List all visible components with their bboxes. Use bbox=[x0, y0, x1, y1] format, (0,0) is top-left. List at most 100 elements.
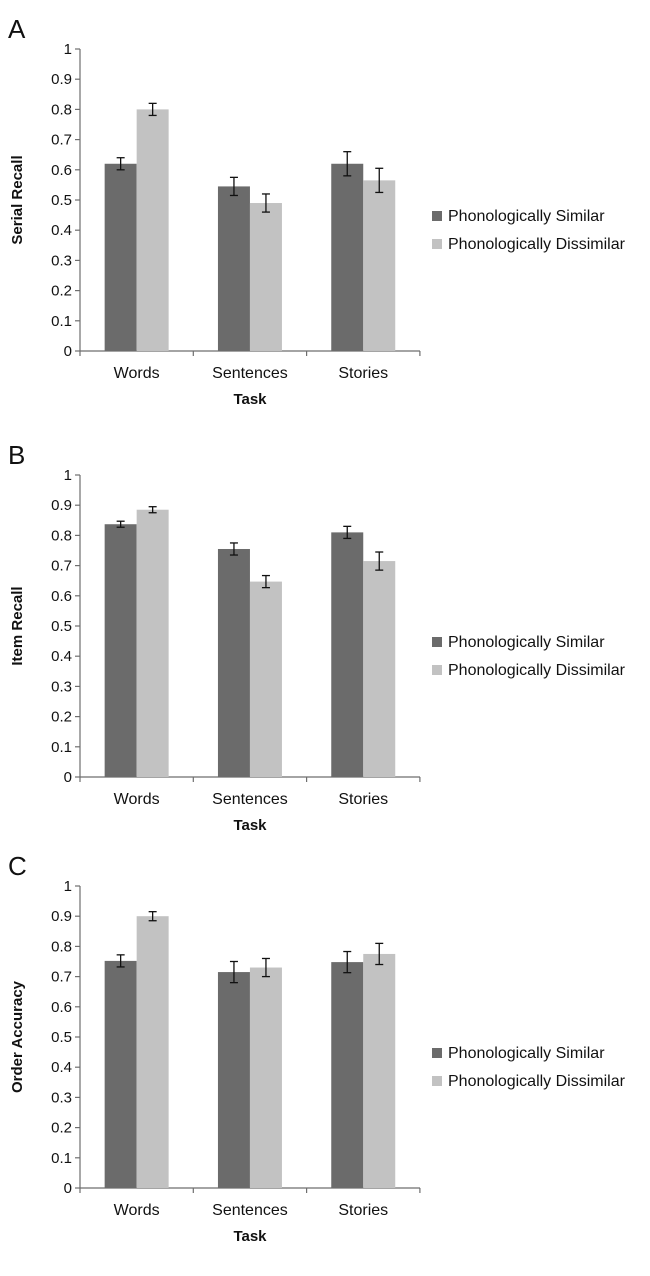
legend-label-dissimilar: Phonologically Dissimilar bbox=[448, 236, 626, 253]
bar-dissimilar bbox=[136, 916, 169, 1188]
panel-b: B 0 0.1 0.2 0.3 0.4 0.5 0.6 0.7 0.8 0.9 1 Words Sent… bbox=[0, 440, 650, 865]
panel-letter-a: A bbox=[8, 14, 26, 44]
legend-label-similar: Phonologically Similar bbox=[448, 1045, 605, 1062]
legend-swatch-dissimilar bbox=[432, 239, 442, 249]
y-tick-label: 0.4 bbox=[51, 222, 72, 239]
error-bar bbox=[375, 942, 384, 966]
category-label: Sentences bbox=[212, 1202, 288, 1219]
error-bar bbox=[261, 957, 270, 978]
legend-swatch-similar bbox=[432, 1048, 442, 1058]
bar-dissimilar bbox=[249, 967, 282, 1188]
error-bar bbox=[375, 167, 384, 194]
y-tick-label: 0.2 bbox=[51, 283, 72, 300]
y-tick-label: 0.8 bbox=[51, 101, 72, 118]
x-axis-title: Task bbox=[233, 817, 267, 834]
category-label: Words bbox=[114, 365, 160, 382]
y-tick-label: 0.4 bbox=[51, 648, 72, 665]
legend-label-similar: Phonologically Similar bbox=[448, 634, 605, 651]
legend-swatch-similar bbox=[432, 637, 442, 647]
y-tick-label: 0.1 bbox=[51, 313, 72, 330]
error-bar bbox=[148, 102, 157, 117]
y-tick-label: 0.9 bbox=[51, 497, 72, 514]
bar-similar bbox=[217, 186, 250, 351]
y-tick-label: 0.6 bbox=[51, 588, 72, 605]
legend-label-dissimilar: Phonologically Dissimilar bbox=[448, 1073, 626, 1090]
category-label: Words bbox=[114, 1202, 160, 1219]
y-axis-title: Item Recall bbox=[9, 586, 26, 665]
error-bar bbox=[116, 157, 125, 171]
y-tick-label: 1 bbox=[64, 41, 72, 58]
error-bar bbox=[116, 520, 125, 528]
panel-a: A 0 0.1 0.2 0.3 0.4 0.5 0.6 0.7 0.8 0.9 1 Words Sent… bbox=[0, 14, 650, 439]
y-tick-label: 0.7 bbox=[51, 558, 72, 575]
error-bar bbox=[375, 551, 384, 571]
category-label: Stories bbox=[338, 1202, 388, 1219]
panel-letter-c: C bbox=[8, 851, 27, 881]
error-bar bbox=[343, 151, 352, 177]
x-axis-title: Task bbox=[233, 1228, 267, 1245]
bar-similar bbox=[331, 532, 364, 777]
legend-swatch-similar bbox=[432, 211, 442, 221]
y-tick-label: 0.3 bbox=[51, 1089, 72, 1106]
category-label: Sentences bbox=[212, 791, 288, 808]
error-bar bbox=[229, 542, 238, 556]
legend-label-dissimilar: Phonologically Dissimilar bbox=[448, 662, 626, 679]
y-tick-label: 0 bbox=[64, 769, 72, 786]
y-tick-label: 0.2 bbox=[51, 709, 72, 726]
bar-similar bbox=[104, 960, 137, 1188]
y-tick-label: 1 bbox=[64, 878, 72, 895]
y-axis-title: Order Accuracy bbox=[9, 980, 26, 1093]
error-bar bbox=[148, 911, 157, 922]
y-tick-label: 0.9 bbox=[51, 71, 72, 88]
error-bar bbox=[229, 960, 238, 984]
bar-similar bbox=[331, 163, 364, 351]
category-label: Sentences bbox=[212, 365, 288, 382]
bar-similar bbox=[217, 548, 250, 777]
error-bar bbox=[116, 954, 125, 968]
bar-dissimilar bbox=[249, 203, 282, 351]
bar-similar bbox=[104, 524, 137, 777]
y-tick-label: 0.1 bbox=[51, 739, 72, 756]
y-tick-label: 0.5 bbox=[51, 1029, 72, 1046]
error-bar bbox=[261, 574, 270, 589]
y-tick-label: 0.3 bbox=[51, 252, 72, 269]
chart-b: 0 0.1 0.2 0.3 0.4 0.5 0.6 0.7 0.8 0.9 1 Words Senten… bbox=[9, 467, 626, 834]
y-tick-label: 0 bbox=[64, 343, 72, 360]
y-tick-label: 0.9 bbox=[51, 908, 72, 925]
bar-dissimilar bbox=[249, 581, 282, 777]
bar-dissimilar bbox=[136, 509, 169, 777]
legend-label-similar: Phonologically Similar bbox=[448, 208, 605, 225]
y-tick-label: 0.4 bbox=[51, 1059, 72, 1076]
y-tick-label: 0.2 bbox=[51, 1120, 72, 1137]
category-label: Words bbox=[114, 791, 160, 808]
y-tick-label: 0.1 bbox=[51, 1150, 72, 1167]
bar-dissimilar bbox=[363, 953, 396, 1188]
bar-similar bbox=[104, 163, 137, 351]
y-tick-label: 0.7 bbox=[51, 132, 72, 149]
y-tick-label: 0.6 bbox=[51, 999, 72, 1016]
category-label: Stories bbox=[338, 791, 388, 808]
y-tick-label: 0.8 bbox=[51, 938, 72, 955]
panel-c: C 0 0.1 0.2 0.3 0.4 0.5 0.6 0.7 0.8 0.9 1 Words Sent… bbox=[0, 851, 650, 1276]
bar-similar bbox=[217, 972, 250, 1188]
bar-dissimilar bbox=[363, 561, 396, 777]
y-tick-label: 0 bbox=[64, 1180, 72, 1197]
y-tick-label: 0.3 bbox=[51, 678, 72, 695]
category-label: Stories bbox=[338, 365, 388, 382]
y-tick-label: 0.5 bbox=[51, 192, 72, 209]
error-bar bbox=[343, 525, 352, 540]
error-bar bbox=[148, 506, 157, 514]
y-tick-label: 0.5 bbox=[51, 618, 72, 635]
y-axis-title: Serial Recall bbox=[9, 155, 26, 244]
x-axis-title: Task bbox=[233, 391, 267, 408]
y-tick-label: 0.7 bbox=[51, 969, 72, 986]
bar-dissimilar bbox=[363, 180, 396, 351]
chart-c: 0 0.1 0.2 0.3 0.4 0.5 0.6 0.7 0.8 0.9 1 Words Senten… bbox=[9, 878, 626, 1245]
legend-swatch-dissimilar bbox=[432, 1076, 442, 1086]
error-bar bbox=[261, 193, 270, 213]
chart-a: 0 0.1 0.2 0.3 0.4 0.5 0.6 0.7 0.8 0.9 1 Words Senten… bbox=[9, 41, 626, 408]
error-bar bbox=[343, 950, 352, 974]
bar-dissimilar bbox=[136, 109, 169, 352]
y-tick-label: 1 bbox=[64, 467, 72, 484]
y-tick-label: 0.6 bbox=[51, 162, 72, 179]
